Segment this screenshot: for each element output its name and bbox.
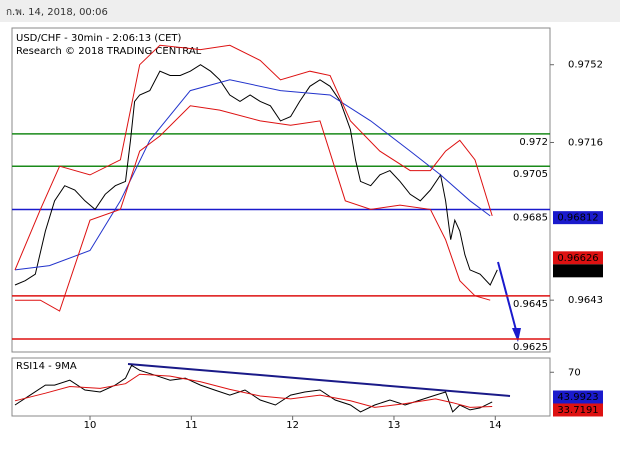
level-label: 0.9685: [513, 212, 548, 223]
series-line: [14, 44, 493, 271]
y-tick-label: 0.9643: [568, 295, 603, 306]
header-bar: [0, 0, 620, 22]
x-tick-label: 14: [489, 420, 502, 431]
rsi-title: RSI14 - 9MA: [16, 361, 77, 372]
price-tag: [553, 390, 603, 404]
series-line: [14, 79, 491, 271]
y-tick-label: 70: [568, 367, 581, 378]
price-tag-label: 43.9923: [557, 392, 598, 403]
x-tick-label: 12: [286, 420, 299, 431]
x-tick-label: 11: [185, 420, 198, 431]
x-tick-label: 13: [388, 420, 401, 431]
price-panel: [11, 27, 551, 353]
timestamp: ก.พ. 14, 2018, 00:06: [6, 7, 108, 18]
x-tick-label: 10: [84, 420, 97, 431]
price-tag-label: 0.96626: [557, 253, 598, 264]
level-label: 0.9645: [513, 299, 548, 310]
level-label: 0.9705: [513, 169, 548, 180]
y-tick-label: 0.9716: [568, 137, 603, 148]
series-line: [14, 373, 493, 408]
price-tag: [553, 403, 603, 417]
y-tick-label: 0.9752: [568, 60, 603, 71]
level-label: 0.9625: [513, 342, 548, 353]
price-tag: [553, 251, 603, 265]
level-label: 0.972: [519, 137, 548, 148]
series-line: [15, 105, 491, 312]
price-tag-label: 0.96812: [557, 213, 598, 224]
price-tag: [553, 211, 603, 225]
price-tag-label: 33.7191: [557, 405, 598, 416]
chart-subtitle: Research © 2018 TRADING CENTRAL: [16, 46, 202, 57]
rsi-trendline: [127, 363, 511, 397]
chart-title: USD/CHF - 30min - 2:06:13 (CET): [16, 33, 182, 44]
series-line: [14, 364, 493, 413]
price-tag-label: 0.96613: [557, 266, 598, 277]
rsi-panel: [11, 357, 551, 417]
price-tag: [553, 264, 603, 278]
